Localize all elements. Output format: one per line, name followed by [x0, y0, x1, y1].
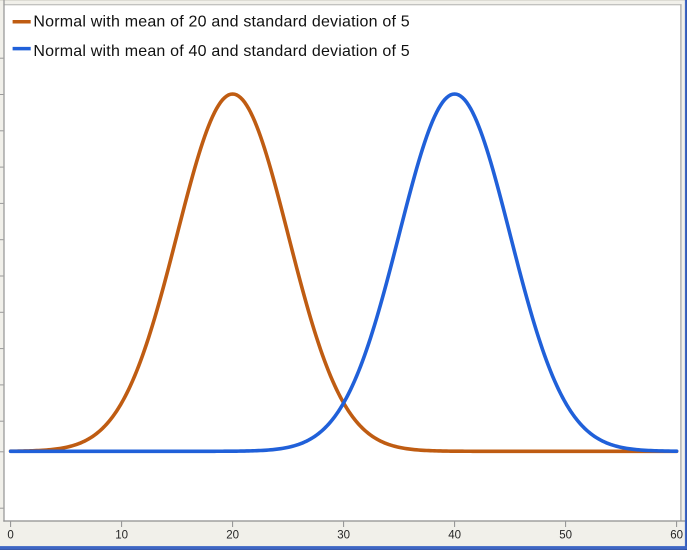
svg-text:10: 10 [115, 530, 128, 542]
svg-text:Normal with mean of 20 and sta: Normal with mean of 20 and standard devi… [33, 14, 409, 31]
svg-text:60: 60 [670, 530, 683, 542]
svg-text:Normal with mean of 40 and sta: Normal with mean of 40 and standard devi… [33, 43, 409, 60]
svg-text:50: 50 [559, 530, 572, 542]
svg-text:40: 40 [448, 530, 461, 542]
svg-text:20: 20 [226, 530, 239, 542]
svg-text:0: 0 [7, 530, 13, 542]
svg-text:30: 30 [337, 530, 350, 542]
